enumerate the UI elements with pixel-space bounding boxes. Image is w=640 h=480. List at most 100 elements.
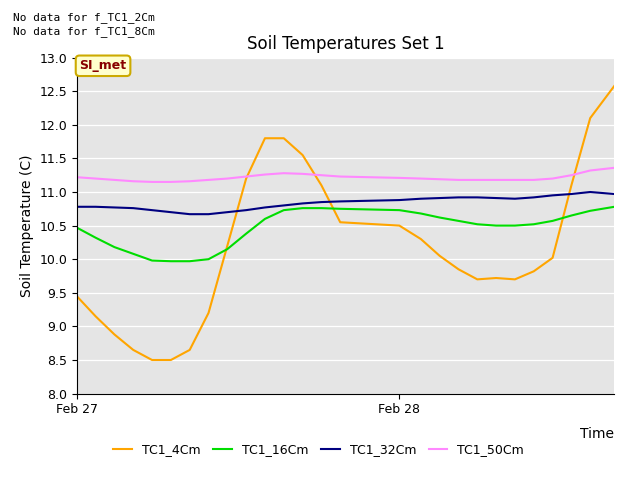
TC1_16Cm [73,225,81,230]
TC1_4Cm [299,152,307,158]
TC1_4Cm [280,135,287,141]
TC1_50Cm [568,172,575,178]
TC1_4Cm [396,223,403,228]
TC1_16Cm [148,258,156,264]
TC1_4Cm [223,243,231,249]
TC1_32Cm [205,211,212,217]
TC1_32Cm [73,204,81,210]
TC1_32Cm [129,205,137,211]
TC1_16Cm [337,206,344,212]
TC1_4Cm [436,253,444,259]
TC1_4Cm [586,115,594,121]
TC1_32Cm [111,204,118,210]
TC1_32Cm [186,211,193,217]
TC1_16Cm [167,258,175,264]
TC1_32Cm [280,203,287,208]
TC1_50Cm [92,176,99,181]
TC1_16Cm [511,223,519,228]
Line: TC1_4Cm: TC1_4Cm [77,86,614,360]
TC1_32Cm [454,194,462,200]
TC1_32Cm [568,191,575,197]
TC1_50Cm [299,171,307,177]
TC1_4Cm [129,347,137,353]
TC1_50Cm [436,176,444,182]
TC1_16Cm [417,211,425,216]
TC1_4Cm [317,182,325,188]
Text: SI_met: SI_met [79,60,127,72]
TC1_50Cm [511,177,519,183]
Y-axis label: Soil Temperature (C): Soil Temperature (C) [20,155,34,297]
TC1_50Cm [417,176,425,181]
TC1_32Cm [530,194,538,200]
Text: No data for f_TC1_8Cm: No data for f_TC1_8Cm [13,26,154,37]
TC1_4Cm [611,83,618,89]
TC1_32Cm [317,199,325,205]
TC1_16Cm [611,204,618,210]
TC1_32Cm [548,192,556,198]
TC1_32Cm [167,209,175,215]
TC1_32Cm [243,207,250,213]
TC1_32Cm [223,209,231,215]
TC1_32Cm [261,204,269,210]
TC1_16Cm [568,213,575,218]
TC1_4Cm [148,357,156,363]
TC1_32Cm [92,204,99,210]
TC1_4Cm [511,276,519,282]
TC1_32Cm [337,199,344,204]
TC1_16Cm [280,207,287,213]
TC1_4Cm [548,255,556,261]
TC1_4Cm [474,276,481,282]
TC1_4Cm [92,313,99,319]
TC1_16Cm [492,223,500,228]
TC1_16Cm [454,218,462,224]
TC1_4Cm [73,293,81,299]
TC1_16Cm [436,215,444,220]
TC1_4Cm [243,176,250,181]
Legend: TC1_4Cm, TC1_16Cm, TC1_32Cm, TC1_50Cm: TC1_4Cm, TC1_16Cm, TC1_32Cm, TC1_50Cm [108,438,529,461]
TC1_50Cm [167,179,175,185]
TC1_16Cm [317,205,325,211]
TC1_50Cm [611,165,618,171]
TC1_4Cm [261,135,269,141]
TC1_16Cm [129,251,137,257]
TC1_50Cm [73,174,81,180]
TC1_50Cm [586,168,594,173]
TC1_32Cm [474,194,481,200]
TC1_16Cm [396,207,403,213]
TC1_32Cm [492,195,500,201]
TC1_50Cm [223,176,231,181]
TC1_32Cm [396,197,403,203]
TC1_16Cm [548,218,556,224]
TC1_32Cm [417,196,425,202]
Title: Soil Temperatures Set 1: Soil Temperatures Set 1 [247,35,444,53]
TC1_32Cm [511,196,519,202]
TC1_50Cm [337,174,344,180]
TC1_32Cm [299,201,307,206]
TC1_50Cm [317,172,325,178]
TC1_4Cm [111,332,118,337]
TC1_50Cm [280,170,287,176]
TC1_50Cm [474,177,481,183]
TC1_32Cm [148,207,156,213]
TC1_50Cm [261,172,269,178]
TC1_16Cm [474,221,481,227]
TC1_4Cm [492,275,500,281]
TC1_4Cm [337,219,344,225]
TC1_50Cm [530,177,538,183]
TC1_16Cm [92,235,99,240]
TC1_4Cm [568,182,575,188]
TC1_16Cm [243,231,250,237]
Line: TC1_16Cm: TC1_16Cm [77,207,614,261]
TC1_4Cm [186,347,193,353]
TC1_4Cm [417,236,425,242]
TC1_50Cm [492,177,500,183]
TC1_50Cm [111,177,118,183]
TC1_16Cm [223,246,231,252]
Line: TC1_50Cm: TC1_50Cm [77,168,614,182]
TC1_4Cm [167,357,175,363]
TC1_50Cm [548,176,556,181]
TC1_50Cm [129,179,137,184]
TC1_32Cm [611,191,618,197]
TC1_4Cm [205,310,212,316]
TC1_16Cm [530,221,538,227]
